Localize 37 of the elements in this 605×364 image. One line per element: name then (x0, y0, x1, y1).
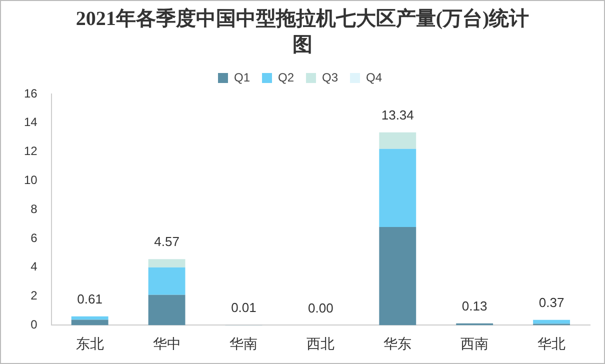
x-tick-label: 西南 (460, 335, 489, 352)
y-tick-label: 8 (30, 202, 38, 216)
y-tick-label: 14 (24, 115, 38, 130)
x-tick-label: 华南 (230, 335, 258, 352)
x-tick-label: 华北 (538, 335, 566, 352)
total-label: 0.37 (538, 294, 564, 310)
y-tick-label: 0 (30, 318, 38, 332)
x-tick-label: 华东 (384, 335, 412, 352)
bar (148, 267, 186, 295)
bar (71, 316, 108, 320)
total-label: 4.57 (154, 234, 180, 250)
y-tick-label: 6 (30, 230, 38, 245)
legend-label: Q4 (366, 70, 382, 84)
total-label: 0.00 (308, 300, 334, 316)
legend-label: Q3 (322, 70, 338, 84)
legend-label: Q2 (278, 70, 294, 84)
y-tick-label: 16 (24, 86, 38, 100)
legend-label: Q1 (234, 70, 250, 84)
bar (71, 320, 108, 326)
total-label: 0.01 (231, 300, 256, 316)
y-tick-label: 2 (30, 288, 38, 303)
x-tick-label: 西北 (306, 335, 335, 352)
bar (379, 226, 416, 326)
y-tick-label: 10 (24, 173, 38, 188)
x-tick-label: 华中 (152, 335, 181, 352)
x-tick-label: 东北 (76, 335, 104, 352)
total-label: 13.34 (381, 108, 414, 123)
chart-title: 2021年各季度中国中型拖拉机七大区产量(万台)统计图 (74, 6, 530, 58)
bar (379, 148, 416, 227)
total-label: 0.61 (77, 291, 102, 306)
bar (379, 132, 416, 149)
total-label: 0.13 (462, 298, 488, 314)
y-tick-label: 12 (24, 144, 38, 158)
bar (533, 320, 570, 324)
y-tick-label: 4 (30, 260, 38, 274)
bar (148, 259, 186, 268)
bar (148, 294, 186, 326)
